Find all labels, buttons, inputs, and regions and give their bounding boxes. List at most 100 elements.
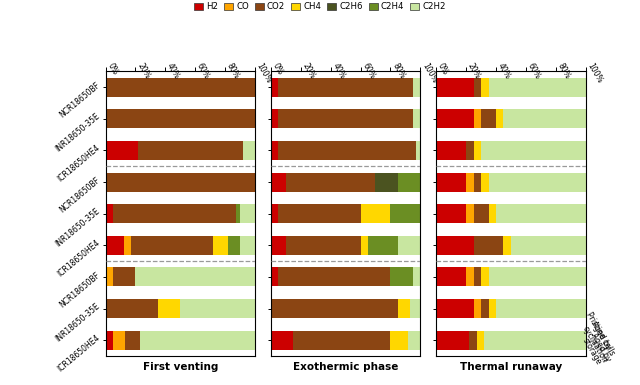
- Text: Aged by
storage: Aged by storage: [580, 331, 612, 368]
- Bar: [158, 299, 180, 318]
- Bar: [413, 268, 420, 286]
- Bar: [481, 299, 488, 318]
- Bar: [436, 141, 466, 160]
- Bar: [481, 77, 488, 97]
- Bar: [481, 172, 488, 191]
- Bar: [390, 268, 413, 286]
- Bar: [271, 77, 278, 97]
- Bar: [474, 172, 481, 191]
- X-axis label: Exothermic phase: Exothermic phase: [293, 362, 398, 372]
- Bar: [416, 141, 420, 160]
- Bar: [436, 204, 466, 223]
- X-axis label: First venting: First venting: [143, 362, 218, 372]
- Bar: [140, 331, 255, 350]
- Bar: [436, 331, 469, 350]
- Bar: [368, 236, 398, 255]
- Bar: [477, 331, 484, 350]
- Bar: [496, 109, 504, 128]
- Bar: [106, 77, 255, 97]
- Bar: [436, 299, 474, 318]
- Bar: [398, 236, 420, 255]
- Bar: [474, 299, 481, 318]
- Bar: [131, 236, 213, 255]
- Bar: [474, 77, 481, 97]
- Bar: [398, 299, 410, 318]
- Bar: [466, 268, 474, 286]
- X-axis label: Thermal runaway: Thermal runaway: [460, 362, 562, 372]
- Bar: [466, 204, 474, 223]
- Bar: [106, 268, 113, 286]
- Text: Pristine cells: Pristine cells: [585, 310, 617, 357]
- Bar: [496, 204, 586, 223]
- Bar: [271, 331, 293, 350]
- Bar: [278, 77, 413, 97]
- Bar: [293, 331, 390, 350]
- Bar: [408, 331, 420, 350]
- Bar: [113, 331, 125, 350]
- Bar: [474, 204, 488, 223]
- Bar: [488, 268, 586, 286]
- Bar: [504, 109, 586, 128]
- Bar: [466, 172, 474, 191]
- Bar: [436, 268, 466, 286]
- Bar: [106, 172, 255, 191]
- Bar: [271, 204, 278, 223]
- Bar: [360, 236, 368, 255]
- Bar: [240, 236, 255, 255]
- Bar: [360, 204, 390, 223]
- Bar: [511, 236, 586, 255]
- Bar: [469, 331, 477, 350]
- Bar: [474, 268, 481, 286]
- Bar: [138, 141, 243, 160]
- Bar: [240, 204, 255, 223]
- Bar: [390, 331, 408, 350]
- Bar: [436, 109, 474, 128]
- Bar: [106, 141, 138, 160]
- Bar: [436, 236, 474, 255]
- Bar: [278, 141, 416, 160]
- Bar: [474, 141, 481, 160]
- Bar: [488, 77, 586, 97]
- Bar: [481, 141, 586, 160]
- Bar: [271, 268, 278, 286]
- Bar: [136, 268, 255, 286]
- Bar: [481, 268, 488, 286]
- Bar: [474, 109, 481, 128]
- Bar: [106, 236, 124, 255]
- Bar: [271, 172, 286, 191]
- Bar: [436, 77, 474, 97]
- Bar: [236, 204, 240, 223]
- Legend: H2, CO, CO2, CH4, C2H6, C2H4, C2H2: H2, CO, CO2, CH4, C2H6, C2H4, C2H2: [192, 0, 448, 13]
- Bar: [504, 236, 511, 255]
- Bar: [106, 299, 158, 318]
- Bar: [481, 109, 496, 128]
- Bar: [413, 109, 420, 128]
- Bar: [271, 236, 286, 255]
- Bar: [243, 141, 255, 160]
- Bar: [286, 236, 360, 255]
- Bar: [488, 172, 586, 191]
- Bar: [410, 299, 420, 318]
- Bar: [286, 172, 376, 191]
- Bar: [271, 109, 278, 128]
- Bar: [106, 204, 113, 223]
- Bar: [271, 141, 278, 160]
- Text: Aged by
cyclisation: Aged by cyclisation: [580, 320, 618, 365]
- Bar: [474, 236, 504, 255]
- Bar: [213, 236, 228, 255]
- Bar: [488, 204, 496, 223]
- Bar: [278, 268, 390, 286]
- Bar: [496, 299, 586, 318]
- Bar: [376, 172, 398, 191]
- Bar: [271, 299, 398, 318]
- Bar: [484, 331, 586, 350]
- Bar: [106, 331, 113, 350]
- Bar: [413, 77, 420, 97]
- Bar: [466, 141, 474, 160]
- Bar: [180, 299, 255, 318]
- Bar: [124, 236, 131, 255]
- Bar: [278, 204, 360, 223]
- Bar: [390, 204, 420, 223]
- Bar: [436, 172, 466, 191]
- Bar: [488, 299, 496, 318]
